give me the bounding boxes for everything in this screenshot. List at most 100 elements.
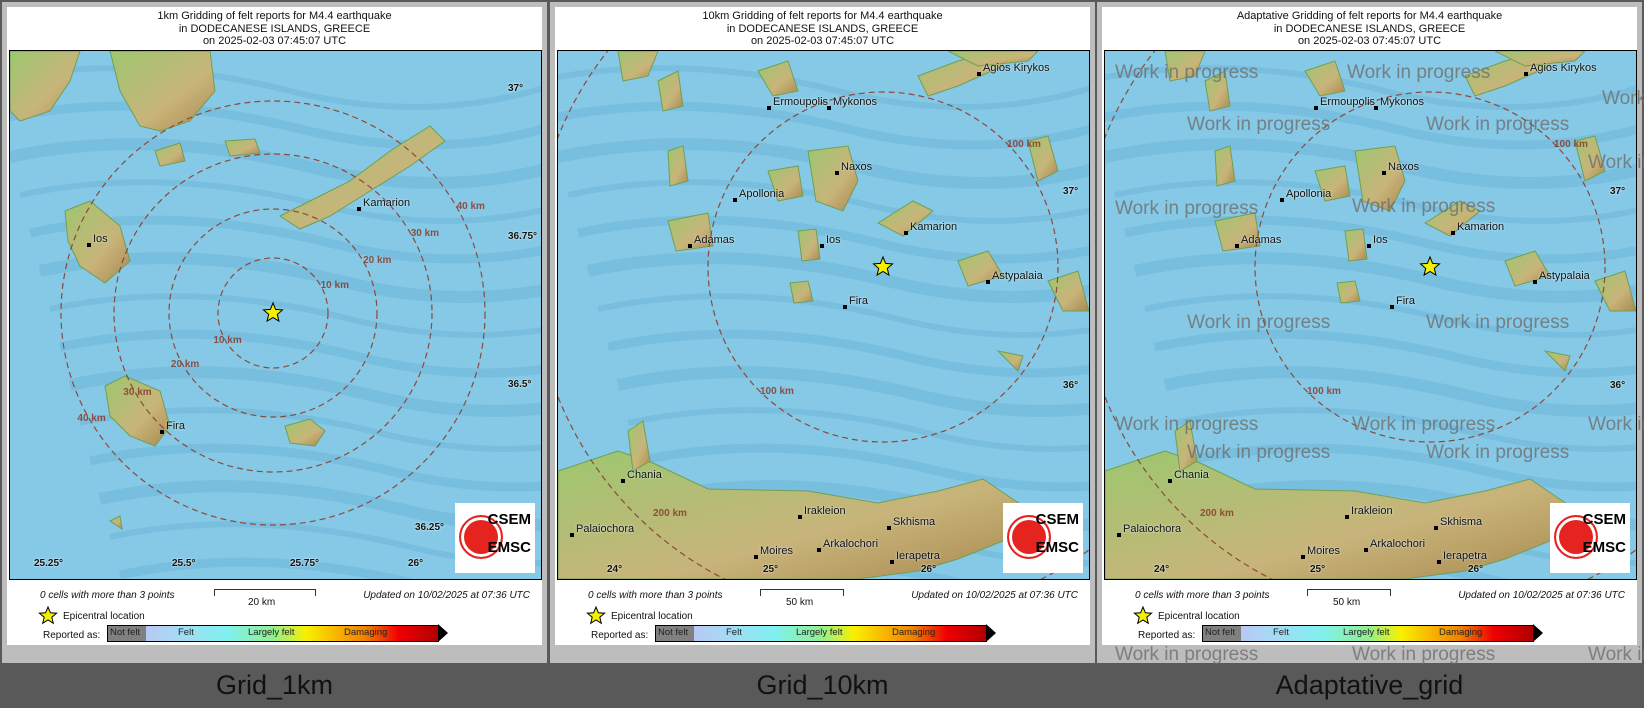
logo-text-top: CSEM	[487, 511, 531, 528]
island	[667, 145, 689, 187]
distance-ring	[1254, 91, 1606, 443]
place-label: Chania	[627, 469, 662, 481]
latitude-tick: 36.5°	[508, 379, 532, 390]
island	[154, 142, 186, 167]
island	[996, 350, 1024, 372]
seismic-map[interactable]: 100 km 100 km 200 km Agios Kirykos Ermoupoli…	[1104, 50, 1637, 580]
colorbar-arrow-icon	[438, 624, 448, 642]
scale-bar-label: 50 km	[1333, 597, 1361, 608]
title-line: in DODECANESE ISLANDS, GREECE	[726, 22, 919, 35]
island	[1304, 60, 1346, 97]
ring-label: 200 km	[1200, 508, 1234, 519]
scale-bar-label: 20 km	[248, 597, 276, 608]
island	[789, 280, 814, 304]
city-marker-icon	[887, 526, 891, 530]
map-figure: 10km Gridding of felt reports for M4.4 e…	[555, 7, 1090, 645]
map-graphics	[10, 51, 541, 579]
city-marker-icon	[1301, 555, 1305, 559]
place-label: Adamas	[694, 234, 735, 246]
csem-emsc-logo: CSEM EMSC	[455, 503, 535, 573]
colorbar-label: Not felt	[658, 627, 689, 638]
place-label: Naxos	[841, 161, 873, 173]
island	[1423, 200, 1481, 237]
ring-label: 30 km	[123, 386, 152, 398]
longitude-tick: 25°	[763, 564, 779, 575]
title-line: on 2025-02-03 07:45:07 UTC	[1297, 35, 1442, 47]
seismic-map[interactable]: 100 km 100 km 200 km Agios Kirykos Ermoupoli…	[557, 50, 1090, 580]
title-line: Adaptative Gridding of felt reports for …	[1236, 10, 1503, 22]
city-marker-icon	[87, 243, 91, 247]
reported-as-label: Reported as:	[1138, 630, 1196, 641]
globe-icon	[459, 515, 503, 559]
island	[667, 212, 714, 252]
bathymetry-shading	[1105, 138, 1636, 189]
island	[284, 418, 326, 447]
island	[1105, 450, 1571, 579]
logo-text-top: CSEM	[1582, 511, 1626, 528]
colorbar-label: Damaging	[892, 627, 936, 638]
island	[876, 200, 934, 237]
longitude-tick: 26°	[408, 558, 424, 569]
city-marker-icon	[733, 198, 737, 202]
island	[10, 51, 81, 122]
bathymetry-shading	[68, 366, 541, 417]
ring-label: 100 km	[1307, 386, 1341, 397]
city-marker-icon	[1451, 231, 1455, 235]
map-title: 1km Gridding of felt reports for M4.4 ea…	[7, 10, 542, 48]
bathymetry-shading	[10, 138, 541, 189]
city-marker-icon	[160, 430, 164, 434]
colorbar-label: Largely felt	[1343, 627, 1390, 638]
place-label: Arkalochori	[823, 538, 879, 550]
legend-star-icon	[38, 606, 58, 625]
island	[757, 60, 799, 97]
latitude-tick: 36°	[1063, 380, 1079, 391]
bathymetry-shading	[637, 443, 1089, 492]
place-label: Ermoupolis	[1320, 96, 1376, 108]
city-marker-icon	[1437, 560, 1441, 564]
city-marker-icon	[1314, 106, 1318, 110]
updated-timestamp: Updated on 10/02/2025 at 07:36 UTC	[1458, 590, 1625, 601]
panel-caption: Grid_10km	[756, 670, 889, 700]
bathymetry-shading	[10, 101, 541, 150]
place-label: Mykonos	[833, 96, 878, 108]
city-marker-icon	[843, 305, 847, 309]
island	[109, 515, 123, 531]
map-graphics	[1105, 51, 1636, 579]
distance-ring	[113, 153, 433, 473]
distance-ring	[60, 100, 486, 526]
map-figure: 1km Gridding of felt reports for M4.4 ea…	[7, 7, 542, 645]
globe-icon	[1554, 515, 1598, 559]
intensity-colorbar: Not felt Felt Largely felt Damaging	[655, 625, 987, 642]
seismic-map[interactable]: 10 km 10 km 20 km 20 km 30 km 30 km 40 km 40 km…	[9, 50, 542, 580]
scale-bar	[760, 589, 844, 596]
title-line: 10km Gridding of felt reports for M4.4 e…	[702, 10, 943, 22]
city-marker-icon	[1280, 198, 1284, 202]
bathymetry-shading	[79, 407, 541, 452]
legend-star-icon	[1133, 606, 1153, 625]
updated-timestamp: Updated on 10/02/2025 at 07:36 UTC	[911, 590, 1078, 601]
place-label: Palaiochora	[1123, 523, 1182, 535]
longitude-tick: 24°	[1154, 564, 1170, 575]
latitude-tick: 36°	[1610, 380, 1626, 391]
island	[617, 51, 659, 82]
city-marker-icon	[1345, 515, 1349, 519]
place-label: Fira	[849, 295, 868, 307]
island	[1543, 350, 1571, 372]
city-marker-icon	[1364, 548, 1368, 552]
latitude-tick: 37°	[1063, 186, 1079, 197]
csem-emsc-logo: CSEM EMSC	[1003, 503, 1083, 573]
island	[1174, 420, 1198, 472]
bathymetry-shading	[607, 329, 1089, 378]
bathymetry-shading	[38, 252, 541, 303]
island	[1504, 250, 1551, 287]
bathymetry-shading	[1114, 179, 1636, 224]
bathymetry-shading	[109, 521, 541, 566]
epicentral-location-label: Epicentral location	[1158, 611, 1240, 622]
island	[627, 420, 651, 472]
island	[1214, 145, 1236, 187]
map-panel-grid_1km: 1km Gridding of felt reports for M4.4 ea…	[2, 2, 547, 663]
city-marker-icon	[835, 171, 839, 175]
updated-timestamp: Updated on 10/02/2025 at 07:36 UTC	[363, 590, 530, 601]
map-title: 10km Gridding of felt reports for M4.4 e…	[555, 10, 1090, 48]
island	[767, 165, 804, 202]
